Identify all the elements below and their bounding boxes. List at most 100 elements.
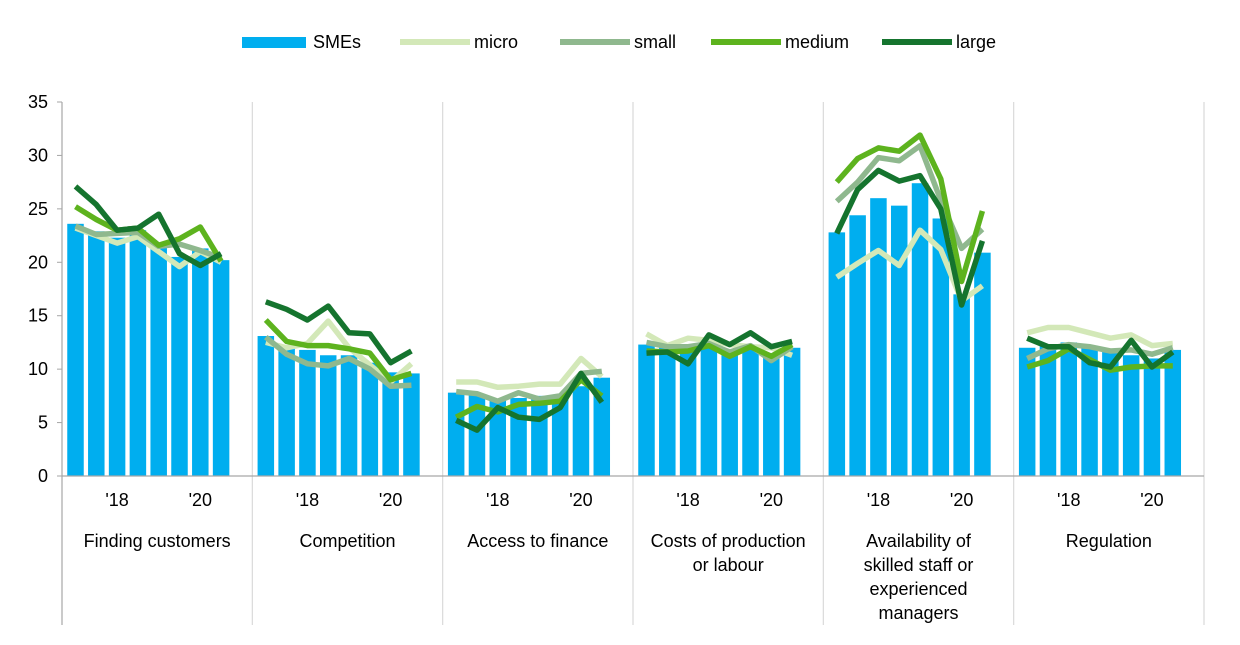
period-tick-label: '20 bbox=[950, 490, 973, 510]
period-tick-label: '18 bbox=[1057, 490, 1080, 510]
bar-smes bbox=[679, 344, 697, 476]
legend-label-small: small bbox=[634, 32, 676, 52]
period-tick-label: '18 bbox=[296, 490, 319, 510]
period-tick-label: '20 bbox=[379, 490, 402, 510]
y-tick-label: 20 bbox=[28, 252, 48, 272]
bar-smes bbox=[870, 198, 887, 476]
bar-smes bbox=[572, 386, 590, 476]
bar-smes bbox=[171, 256, 188, 476]
line-large bbox=[264, 299, 413, 366]
line-large bbox=[834, 167, 986, 308]
line-small bbox=[834, 143, 985, 252]
bar-smes bbox=[150, 243, 167, 476]
bar-smes bbox=[828, 232, 846, 476]
y-tick-label: 35 bbox=[28, 92, 48, 112]
line-large bbox=[646, 330, 793, 367]
bar-smes bbox=[108, 237, 126, 476]
y-tick-label: 10 bbox=[28, 359, 48, 379]
period-tick-label: '20 bbox=[760, 490, 783, 510]
bar-smes bbox=[447, 392, 465, 476]
y-tick-label: 30 bbox=[28, 145, 48, 165]
bar-smes bbox=[638, 344, 655, 476]
period-tick-label: '20 bbox=[569, 490, 592, 510]
line-small bbox=[264, 334, 412, 389]
bar-smes bbox=[742, 345, 759, 476]
line-medium bbox=[834, 132, 986, 285]
period-tick-label: '18 bbox=[486, 490, 509, 510]
bar-smes bbox=[382, 372, 399, 476]
bars-layer bbox=[67, 183, 1182, 477]
bar-smes bbox=[1164, 349, 1182, 476]
bar-smes bbox=[67, 223, 84, 476]
bar-smes bbox=[299, 349, 316, 476]
bar-smes bbox=[721, 349, 738, 476]
category-label: experienced bbox=[869, 579, 967, 599]
bar-smes bbox=[1018, 347, 1036, 476]
bar-smes bbox=[1060, 342, 1078, 476]
bar-smes bbox=[192, 248, 209, 476]
line-medium bbox=[74, 204, 224, 263]
axes-layer: 0 5 10 15 20 25 30 35 bbox=[28, 92, 1204, 486]
bar-smes bbox=[932, 218, 950, 476]
period-tick-label: '18 bbox=[867, 490, 890, 510]
y-tick-label: 15 bbox=[28, 306, 48, 326]
y-tick-label: 0 bbox=[38, 466, 48, 486]
bar-smes bbox=[974, 252, 991, 476]
bar-smes bbox=[659, 345, 676, 476]
bar-smes bbox=[700, 343, 718, 476]
bar-smes bbox=[319, 355, 337, 476]
bar-smes bbox=[278, 345, 295, 476]
period-tick-label: '20 bbox=[1140, 490, 1163, 510]
line-medium bbox=[263, 318, 413, 383]
period-tick-label: '18 bbox=[676, 490, 699, 510]
bar-smes bbox=[1143, 358, 1161, 476]
bar-smes bbox=[783, 347, 801, 476]
bar-smes bbox=[911, 183, 929, 476]
category-label: managers bbox=[878, 603, 958, 623]
line-micro bbox=[456, 355, 604, 391]
legend-label-medium: medium bbox=[785, 32, 849, 52]
lines-layer bbox=[73, 132, 1175, 433]
bar-smes bbox=[551, 395, 569, 476]
bar-smes bbox=[890, 205, 908, 476]
bar-smes bbox=[763, 353, 780, 476]
category-label: or labour bbox=[693, 555, 764, 575]
bar-smes bbox=[257, 336, 275, 476]
line-large bbox=[455, 370, 605, 433]
category-label: Regulation bbox=[1066, 531, 1152, 551]
period-tick-label: '18 bbox=[105, 490, 128, 510]
line-large bbox=[1026, 335, 1175, 370]
legend-label-smes: SMEs bbox=[313, 32, 361, 52]
bar-smes bbox=[510, 397, 527, 476]
bar-smes bbox=[129, 230, 147, 476]
legend: SMEs micro small medium large bbox=[242, 32, 996, 52]
category-label: Availability of bbox=[866, 531, 972, 551]
bar-smes bbox=[531, 395, 548, 476]
bar-smes bbox=[88, 231, 105, 476]
category-label: skilled staff or bbox=[864, 555, 974, 575]
category-label: Finding customers bbox=[84, 531, 231, 551]
bar-smes bbox=[468, 394, 486, 476]
category-label: Competition bbox=[299, 531, 395, 551]
bar-smes bbox=[953, 294, 970, 476]
bar-smes bbox=[1039, 344, 1057, 476]
y-tick-label: 25 bbox=[28, 199, 48, 219]
bar-smes bbox=[361, 362, 379, 476]
period-tick-label: '20 bbox=[189, 490, 212, 510]
bar-smes bbox=[489, 400, 507, 476]
line-large bbox=[73, 184, 223, 269]
bar-smes bbox=[1102, 352, 1119, 476]
bar-smes bbox=[340, 355, 358, 476]
category-label: Access to finance bbox=[467, 531, 608, 551]
category-label: Costs of production bbox=[651, 531, 806, 551]
bar-smes bbox=[849, 215, 866, 477]
legend-swatch-smes bbox=[242, 37, 306, 48]
legend-label-large: large bbox=[956, 32, 996, 52]
line-micro bbox=[1026, 324, 1174, 349]
bar-smes bbox=[1122, 355, 1140, 476]
legend-label-micro: micro bbox=[474, 32, 518, 52]
bar-smes bbox=[593, 377, 611, 476]
y-tick-label: 5 bbox=[38, 413, 48, 433]
